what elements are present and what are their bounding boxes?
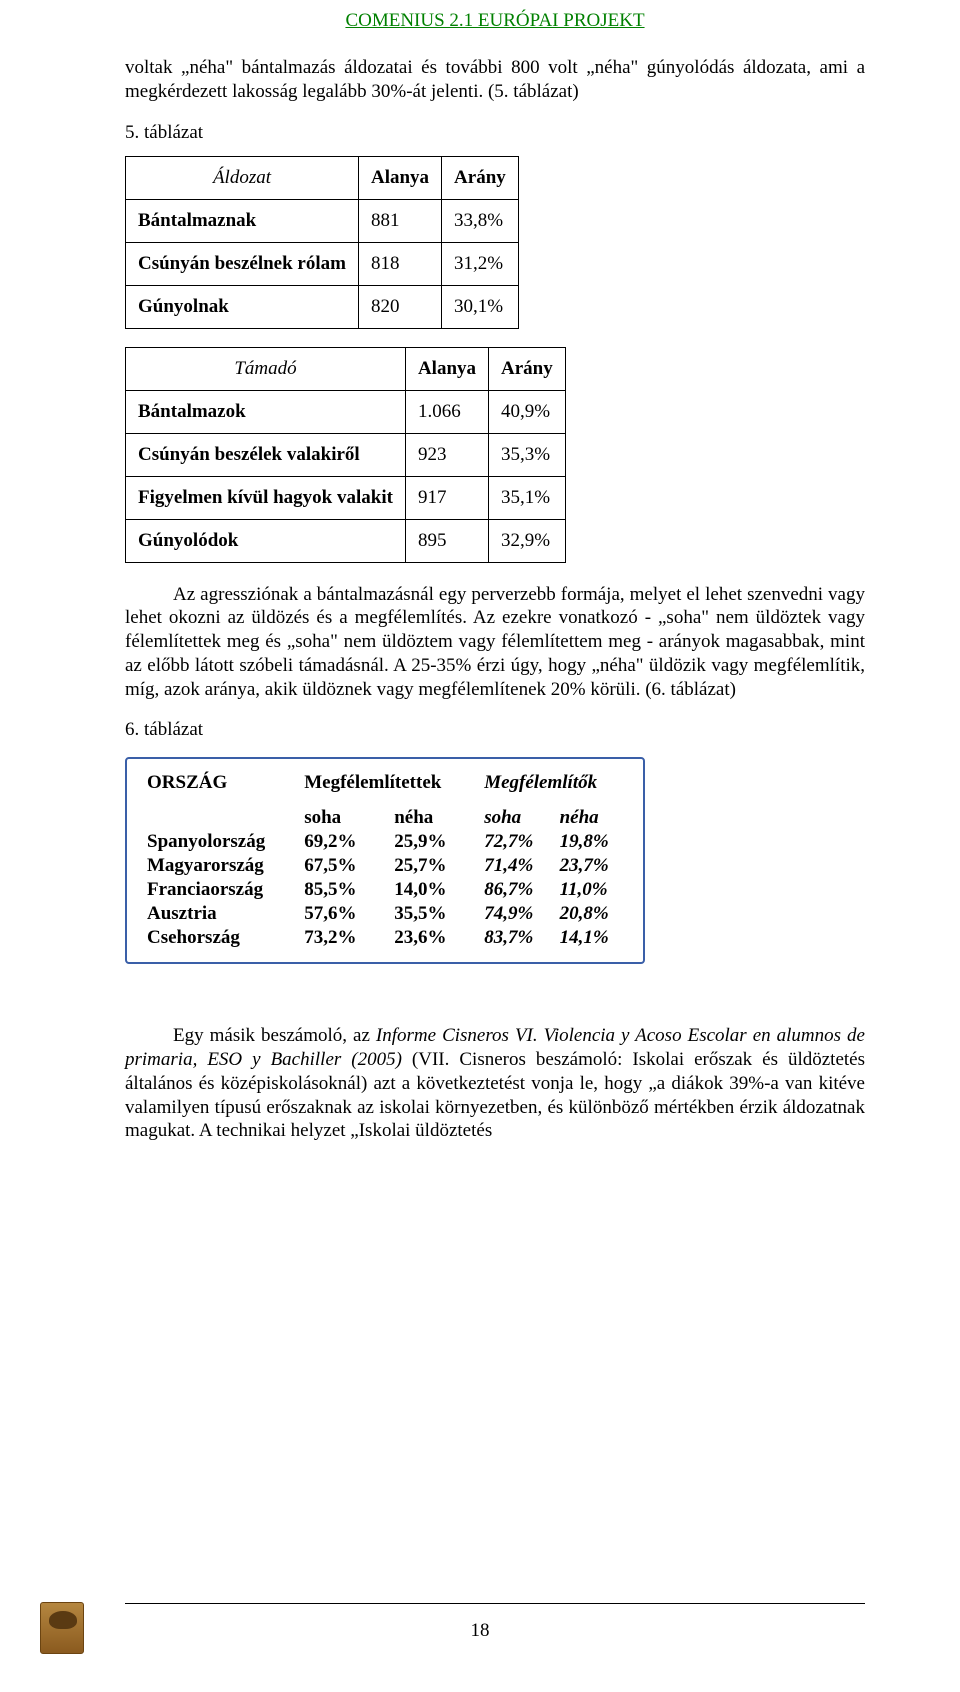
- t6-r1c2: 25,7%: [388, 854, 478, 878]
- t5b-h0: Támadó: [126, 347, 406, 390]
- t6-r1c1: 67,5%: [298, 854, 388, 878]
- t6-r4c1: 73,2%: [298, 926, 388, 950]
- t6-r1c0: Magyarország: [141, 854, 298, 878]
- t5b-r0c0: Bántalmazok: [126, 390, 406, 433]
- t5a-r2c0: Gúnyolnak: [126, 285, 359, 328]
- t6-r3c3: 74,9%: [478, 902, 553, 926]
- t5b-r1c0: Csúnyán beszélek valakiről: [126, 433, 406, 476]
- table5-label: 5. táblázat: [125, 122, 865, 144]
- t6-th1: Megfélemlítettek: [298, 771, 478, 806]
- t5b-r1c2: 35,3%: [489, 433, 566, 476]
- t6-sh3: soha: [478, 806, 553, 830]
- t5a-h1: Alanya: [358, 156, 441, 199]
- t6-r3c1: 57,6%: [298, 902, 388, 926]
- t5b-r0c2: 40,9%: [489, 390, 566, 433]
- page-number: 18: [0, 1620, 960, 1642]
- t6-th0: ORSZÁG: [141, 771, 298, 806]
- paragraph-1: voltak „néha" bántalmazás áldozatai és t…: [125, 56, 865, 104]
- table-6-box: ORSZÁG Megfélemlítettek Megfélemlítők so…: [125, 757, 645, 964]
- t5a-h2: Arány: [442, 156, 519, 199]
- t6-r3c0: Ausztria: [141, 902, 298, 926]
- t5a-r1c1: 818: [358, 242, 441, 285]
- t6-sh2: néha: [388, 806, 478, 830]
- t5a-r1c0: Csúnyán beszélnek rólam: [126, 242, 359, 285]
- table-6: ORSZÁG Megfélemlítettek Megfélemlítők so…: [141, 771, 629, 950]
- t5b-r2c2: 35,1%: [489, 476, 566, 519]
- t6-r4c4: 14,1%: [554, 926, 629, 950]
- t5b-h1: Alanya: [405, 347, 488, 390]
- t5b-r1c1: 923: [405, 433, 488, 476]
- t5b-r3c1: 895: [405, 519, 488, 562]
- t6-r0c0: Spanyolország: [141, 830, 298, 854]
- t5a-r0c2: 33,8%: [442, 199, 519, 242]
- t5a-r1c2: 31,2%: [442, 242, 519, 285]
- t5b-r2c1: 917: [405, 476, 488, 519]
- t6-r0c1: 69,2%: [298, 830, 388, 854]
- paragraph-2: Az agressziónak a bántalmazásnál egy per…: [125, 583, 865, 702]
- footer-rule: [125, 1603, 865, 1604]
- t6-r2c1: 85,5%: [298, 878, 388, 902]
- t5b-r3c2: 32,9%: [489, 519, 566, 562]
- t6-sh0: [141, 806, 298, 830]
- paragraph-3: Egy másik beszámoló, az Informe Cisneros…: [125, 1024, 865, 1143]
- t6-r4c0: Csehország: [141, 926, 298, 950]
- page-header: COMENIUS 2.1 EURÓPAI PROJEKT: [125, 0, 865, 56]
- table6-label: 6. táblázat: [125, 719, 865, 741]
- t6-sh1: soha: [298, 806, 388, 830]
- t6-r0c4: 19,8%: [554, 830, 629, 854]
- t6-r1c4: 23,7%: [554, 854, 629, 878]
- t6-r0c2: 25,9%: [388, 830, 478, 854]
- t6-th2: Megfélemlítők: [478, 771, 629, 806]
- t6-r2c4: 11,0%: [554, 878, 629, 902]
- t6-r3c4: 20,8%: [554, 902, 629, 926]
- table-5b: Támadó Alanya Arány Bántalmazok1.06640,9…: [125, 347, 566, 563]
- table-5a: Áldozat Alanya Arány Bántalmaznak88133,8…: [125, 156, 519, 329]
- t5b-r0c1: 1.066: [405, 390, 488, 433]
- t6-r2c2: 14,0%: [388, 878, 478, 902]
- t6-r0c3: 72,7%: [478, 830, 553, 854]
- t6-r4c2: 23,6%: [388, 926, 478, 950]
- para3-pre: Egy másik beszámoló, az: [173, 1025, 376, 1046]
- t5b-h2: Arány: [489, 347, 566, 390]
- t6-r1c3: 71,4%: [478, 854, 553, 878]
- t5a-r2c1: 820: [358, 285, 441, 328]
- t5a-r2c2: 30,1%: [442, 285, 519, 328]
- t6-r2c0: Franciaország: [141, 878, 298, 902]
- t6-r3c2: 35,5%: [388, 902, 478, 926]
- t6-r4c3: 83,7%: [478, 926, 553, 950]
- t5b-r2c0: Figyelmen kívül hagyok valakit: [126, 476, 406, 519]
- t5a-h0: Áldozat: [126, 156, 359, 199]
- t5b-r3c0: Gúnyolódok: [126, 519, 406, 562]
- t6-r2c3: 86,7%: [478, 878, 553, 902]
- t5a-r0c1: 881: [358, 199, 441, 242]
- t6-sh4: néha: [554, 806, 629, 830]
- t5a-r0c0: Bántalmaznak: [126, 199, 359, 242]
